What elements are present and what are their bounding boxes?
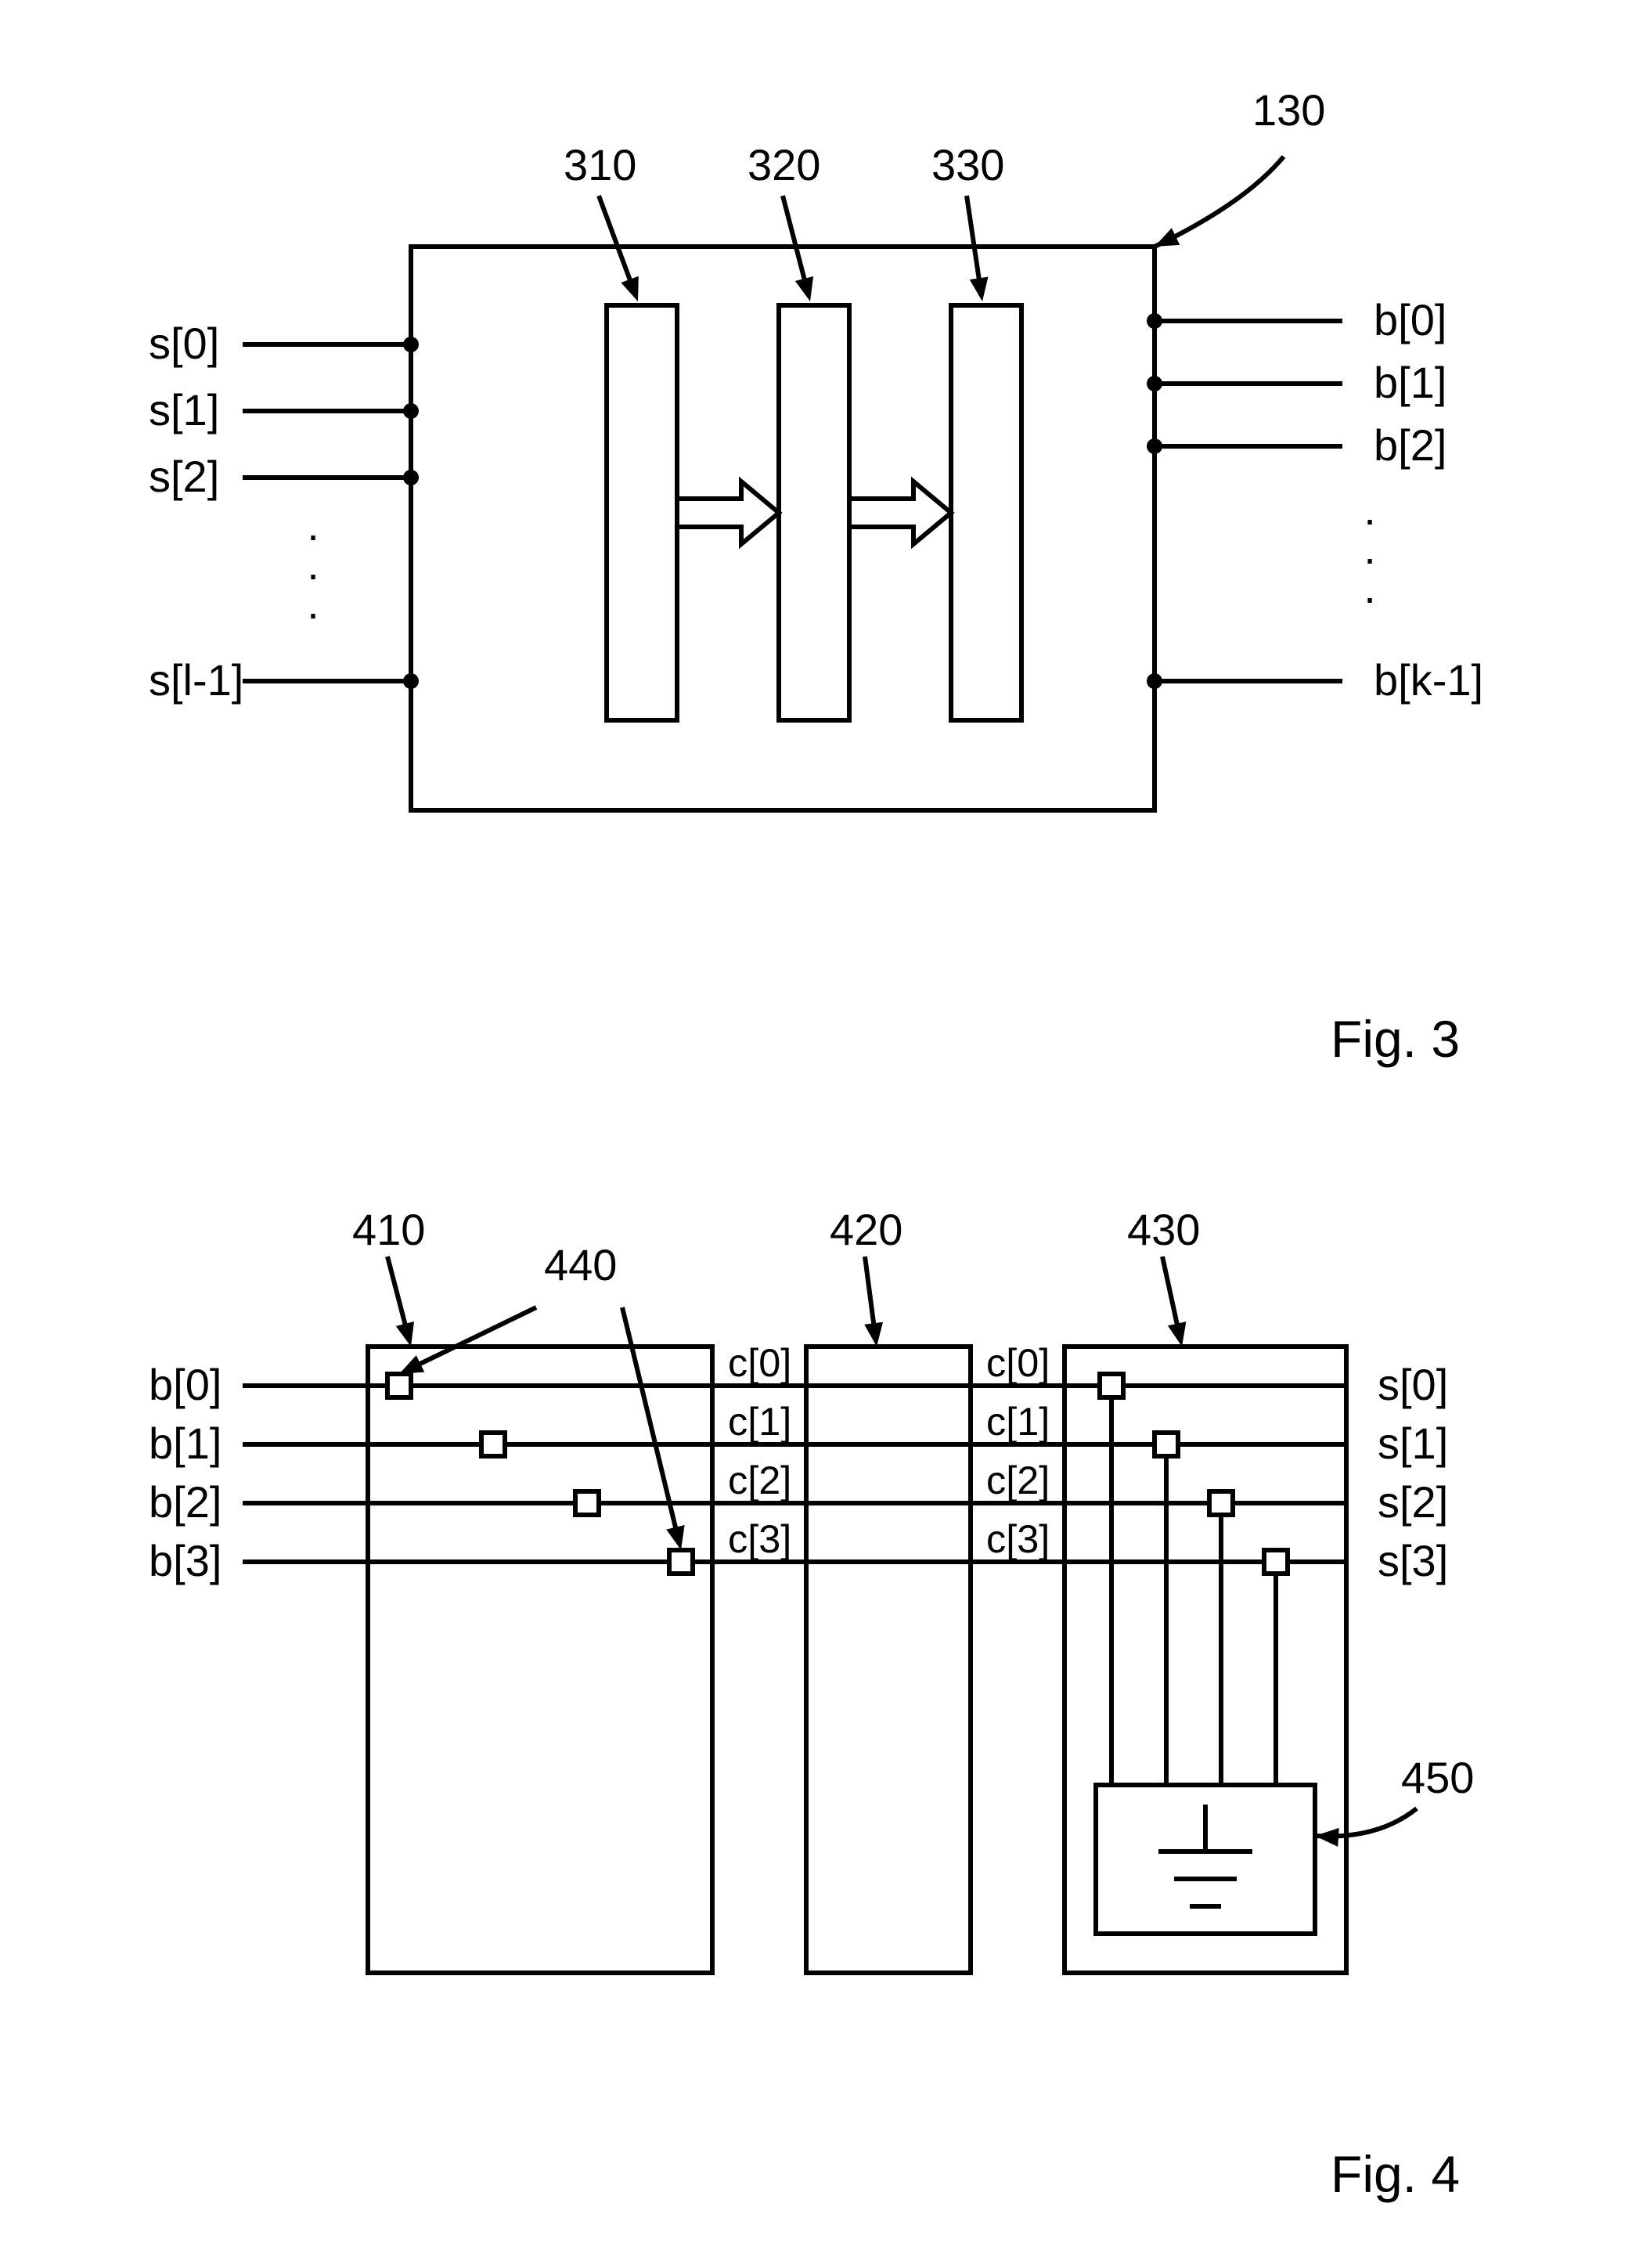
node-430 [1155, 1433, 1178, 1456]
signal-label: b[k-1] [1374, 655, 1483, 705]
signal-label: s[1] [1378, 1419, 1448, 1468]
callout-450: 450 [1401, 1753, 1474, 1802]
node-440 [387, 1374, 411, 1397]
signal-label: c[2] [986, 1458, 1050, 1502]
signal-label: b[1] [149, 1419, 222, 1468]
signal-label: c[2] [728, 1458, 791, 1502]
callout-420: 420 [830, 1205, 902, 1254]
block-330 [951, 305, 1021, 720]
signal-label: c[0] [986, 1340, 1050, 1385]
signal-label: b[1] [1374, 358, 1446, 407]
signal-label: b[0] [1374, 295, 1446, 344]
node-440 [669, 1550, 693, 1574]
node-440 [481, 1433, 505, 1456]
callout-130: 130 [1252, 85, 1325, 135]
callout-320: 320 [748, 140, 820, 189]
figure-caption: Fig. 4 [1331, 2145, 1460, 2203]
signal-label: s[2] [1378, 1477, 1448, 1527]
block-410 [368, 1347, 712, 1973]
signal-label: s[l-1] [149, 655, 243, 705]
signal-label: s[3] [1378, 1536, 1448, 1585]
signal-label: c[3] [728, 1516, 791, 1561]
callout-440: 440 [544, 1240, 617, 1289]
signal-label: s[0] [1378, 1360, 1448, 1409]
callout-410: 410 [352, 1205, 425, 1254]
block-310 [607, 305, 677, 720]
signal-label: c[3] [986, 1516, 1050, 1561]
callout-310: 310 [564, 140, 636, 189]
signal-label: c[0] [728, 1340, 791, 1385]
ellipsis-dot: . [307, 579, 319, 628]
signal-label: s[2] [149, 452, 219, 501]
block-320 [779, 305, 849, 720]
signal-label: b[3] [149, 1536, 222, 1585]
figure-3: s[0]s[1]s[2]s[l-1]...b[0]b[1]b[2]b[k-1].… [149, 85, 1483, 1068]
node-430 [1100, 1374, 1123, 1397]
diagram-canvas: s[0]s[1]s[2]s[l-1]...b[0]b[1]b[2]b[k-1].… [0, 0, 1650, 2268]
signal-label: c[1] [986, 1399, 1050, 1444]
signal-label: s[1] [149, 385, 219, 434]
block-420 [806, 1347, 971, 1973]
signal-label: b[2] [1374, 420, 1446, 470]
callout-430: 430 [1127, 1205, 1200, 1254]
signal-label: b[2] [149, 1477, 222, 1527]
signal-label: c[1] [728, 1399, 791, 1444]
figure-4: b[0] b[1] b[2] b[3] s[0] s[1] s[2] s[3] c[0] c[0]… [149, 1205, 1474, 2203]
node-430 [1209, 1491, 1233, 1515]
ellipsis-dot: . [1364, 563, 1376, 612]
figure-caption: Fig. 3 [1331, 1010, 1460, 1068]
signal-label: s[0] [149, 319, 219, 368]
node-440 [575, 1491, 599, 1515]
node-430 [1264, 1550, 1288, 1574]
callout-330: 330 [931, 140, 1004, 189]
signal-label: b[0] [149, 1360, 222, 1409]
